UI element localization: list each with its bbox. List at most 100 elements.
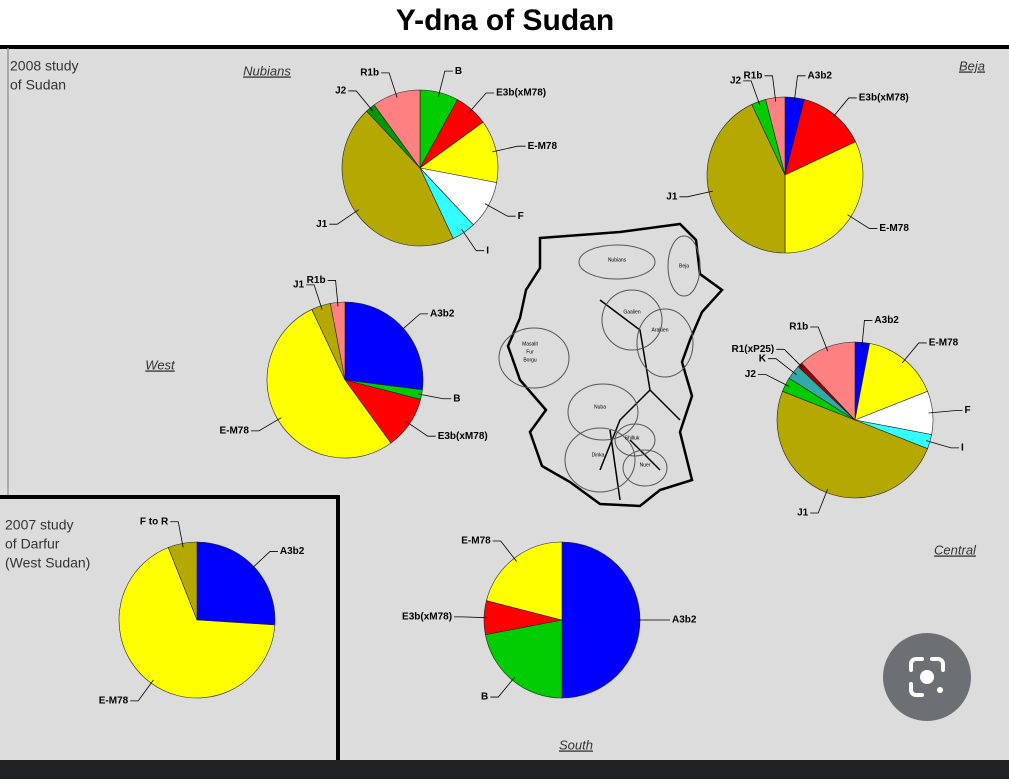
leader-line	[461, 228, 485, 252]
lens-icon-dot[interactable]	[920, 670, 934, 684]
darfur-box	[0, 495, 340, 760]
leader-line	[381, 72, 398, 98]
slice-label: K	[759, 353, 767, 364]
map-region	[564, 427, 636, 493]
slice-label: J2	[730, 76, 742, 87]
map-region	[622, 449, 668, 487]
map-region	[601, 289, 663, 351]
leader-line	[776, 348, 803, 368]
slice-label: A3b2	[808, 70, 833, 81]
map-borders	[599, 299, 681, 501]
map-label: Shilluk	[625, 435, 640, 441]
leader-line	[810, 326, 829, 352]
slice-label: E-M78	[929, 338, 959, 349]
page-title: Y-dna of Sudan	[396, 4, 614, 37]
leader-line	[438, 70, 453, 97]
lens-icon[interactable]	[909, 657, 945, 697]
region-title: Beja	[959, 58, 985, 73]
leader-line	[468, 92, 495, 113]
map-label: Borgu	[523, 357, 537, 363]
slice-label: R1b	[789, 322, 808, 333]
map-label: Fur	[526, 349, 534, 355]
slice-label: F	[965, 405, 971, 416]
study-note: of Sudan	[10, 77, 66, 93]
slice-label: E3b(xM78)	[496, 88, 546, 99]
slice-label: E3b(xM78)	[438, 431, 488, 442]
region-title: Nubians	[243, 63, 291, 78]
leader-line	[484, 203, 516, 217]
map-region	[614, 423, 656, 457]
leader-line	[348, 90, 374, 112]
slice-label: R1b	[744, 70, 763, 81]
slice-label: R1b	[360, 68, 379, 79]
leader-line	[492, 145, 526, 153]
map-label: Gaalien	[623, 309, 640, 315]
leader-line	[306, 284, 323, 310]
slice-label: E-M78	[99, 696, 129, 707]
slice-label: A3b2	[672, 615, 697, 626]
map-label: Nubians	[608, 257, 627, 263]
leader-line	[130, 679, 154, 702]
map-label: Dinka	[592, 452, 605, 458]
study-note: 2008 study	[10, 58, 79, 74]
study-note: 2007 study	[5, 517, 74, 533]
map-label: Beja	[679, 263, 689, 269]
bottom-bar	[0, 760, 1009, 779]
slice-label: F	[518, 211, 524, 222]
leader-line	[405, 421, 436, 437]
map-outline	[506, 222, 724, 508]
slice-label: A3b2	[430, 309, 455, 320]
leader-line	[250, 417, 282, 432]
slice-label: E-M78	[461, 536, 491, 547]
slice-label: I	[961, 443, 964, 454]
map-label: Nuba	[594, 404, 606, 410]
slice-label: B	[455, 66, 462, 77]
slice-label: E-M78	[879, 223, 909, 234]
lens-icon-dot[interactable]	[937, 687, 943, 693]
region-title: Central	[934, 542, 977, 557]
leader-line	[767, 358, 797, 375]
slice-label: F to R	[140, 516, 169, 527]
leader-line	[250, 551, 278, 570]
lens-button[interactable]	[883, 633, 971, 721]
slice-label: B	[481, 692, 488, 703]
slice-label: E-M78	[528, 141, 558, 152]
slice-label: I	[486, 245, 489, 256]
map-region	[567, 383, 639, 441]
leader-line	[400, 313, 429, 332]
slice-label: A3b2	[874, 315, 899, 326]
slice-label: E3b(xM78)	[859, 93, 909, 104]
leader-line	[417, 393, 452, 400]
leader-line	[170, 521, 184, 548]
slice-label: R1(xP25)	[731, 344, 774, 355]
sudan-map	[498, 222, 724, 508]
region-title: West	[145, 357, 176, 372]
leader-line	[861, 320, 873, 347]
leader-line	[679, 190, 713, 198]
slice-label: J1	[797, 508, 809, 519]
map-label: Arakien	[652, 327, 669, 333]
region-title: South	[559, 737, 593, 752]
slice-label: E3b(xM78)	[402, 611, 452, 622]
slice-label: J1	[316, 219, 328, 230]
leader-line	[810, 488, 829, 514]
leader-line	[492, 540, 517, 562]
leader-line	[764, 75, 777, 102]
slice-label: J1	[666, 191, 678, 202]
leader-line	[454, 616, 489, 619]
leader-line	[793, 75, 806, 102]
leader-line	[490, 676, 516, 698]
leader-line	[847, 214, 878, 229]
map-region	[578, 244, 656, 280]
leader-line	[831, 97, 857, 119]
leader-line	[901, 342, 927, 364]
slice-label: J2	[335, 86, 347, 97]
leader-line	[925, 440, 960, 449]
slice-label: E-M78	[219, 426, 249, 437]
leader-line	[327, 280, 339, 307]
leader-line	[743, 80, 761, 106]
slice-label: A3b2	[280, 546, 305, 557]
leader-line	[757, 374, 790, 387]
map-region	[498, 327, 570, 389]
